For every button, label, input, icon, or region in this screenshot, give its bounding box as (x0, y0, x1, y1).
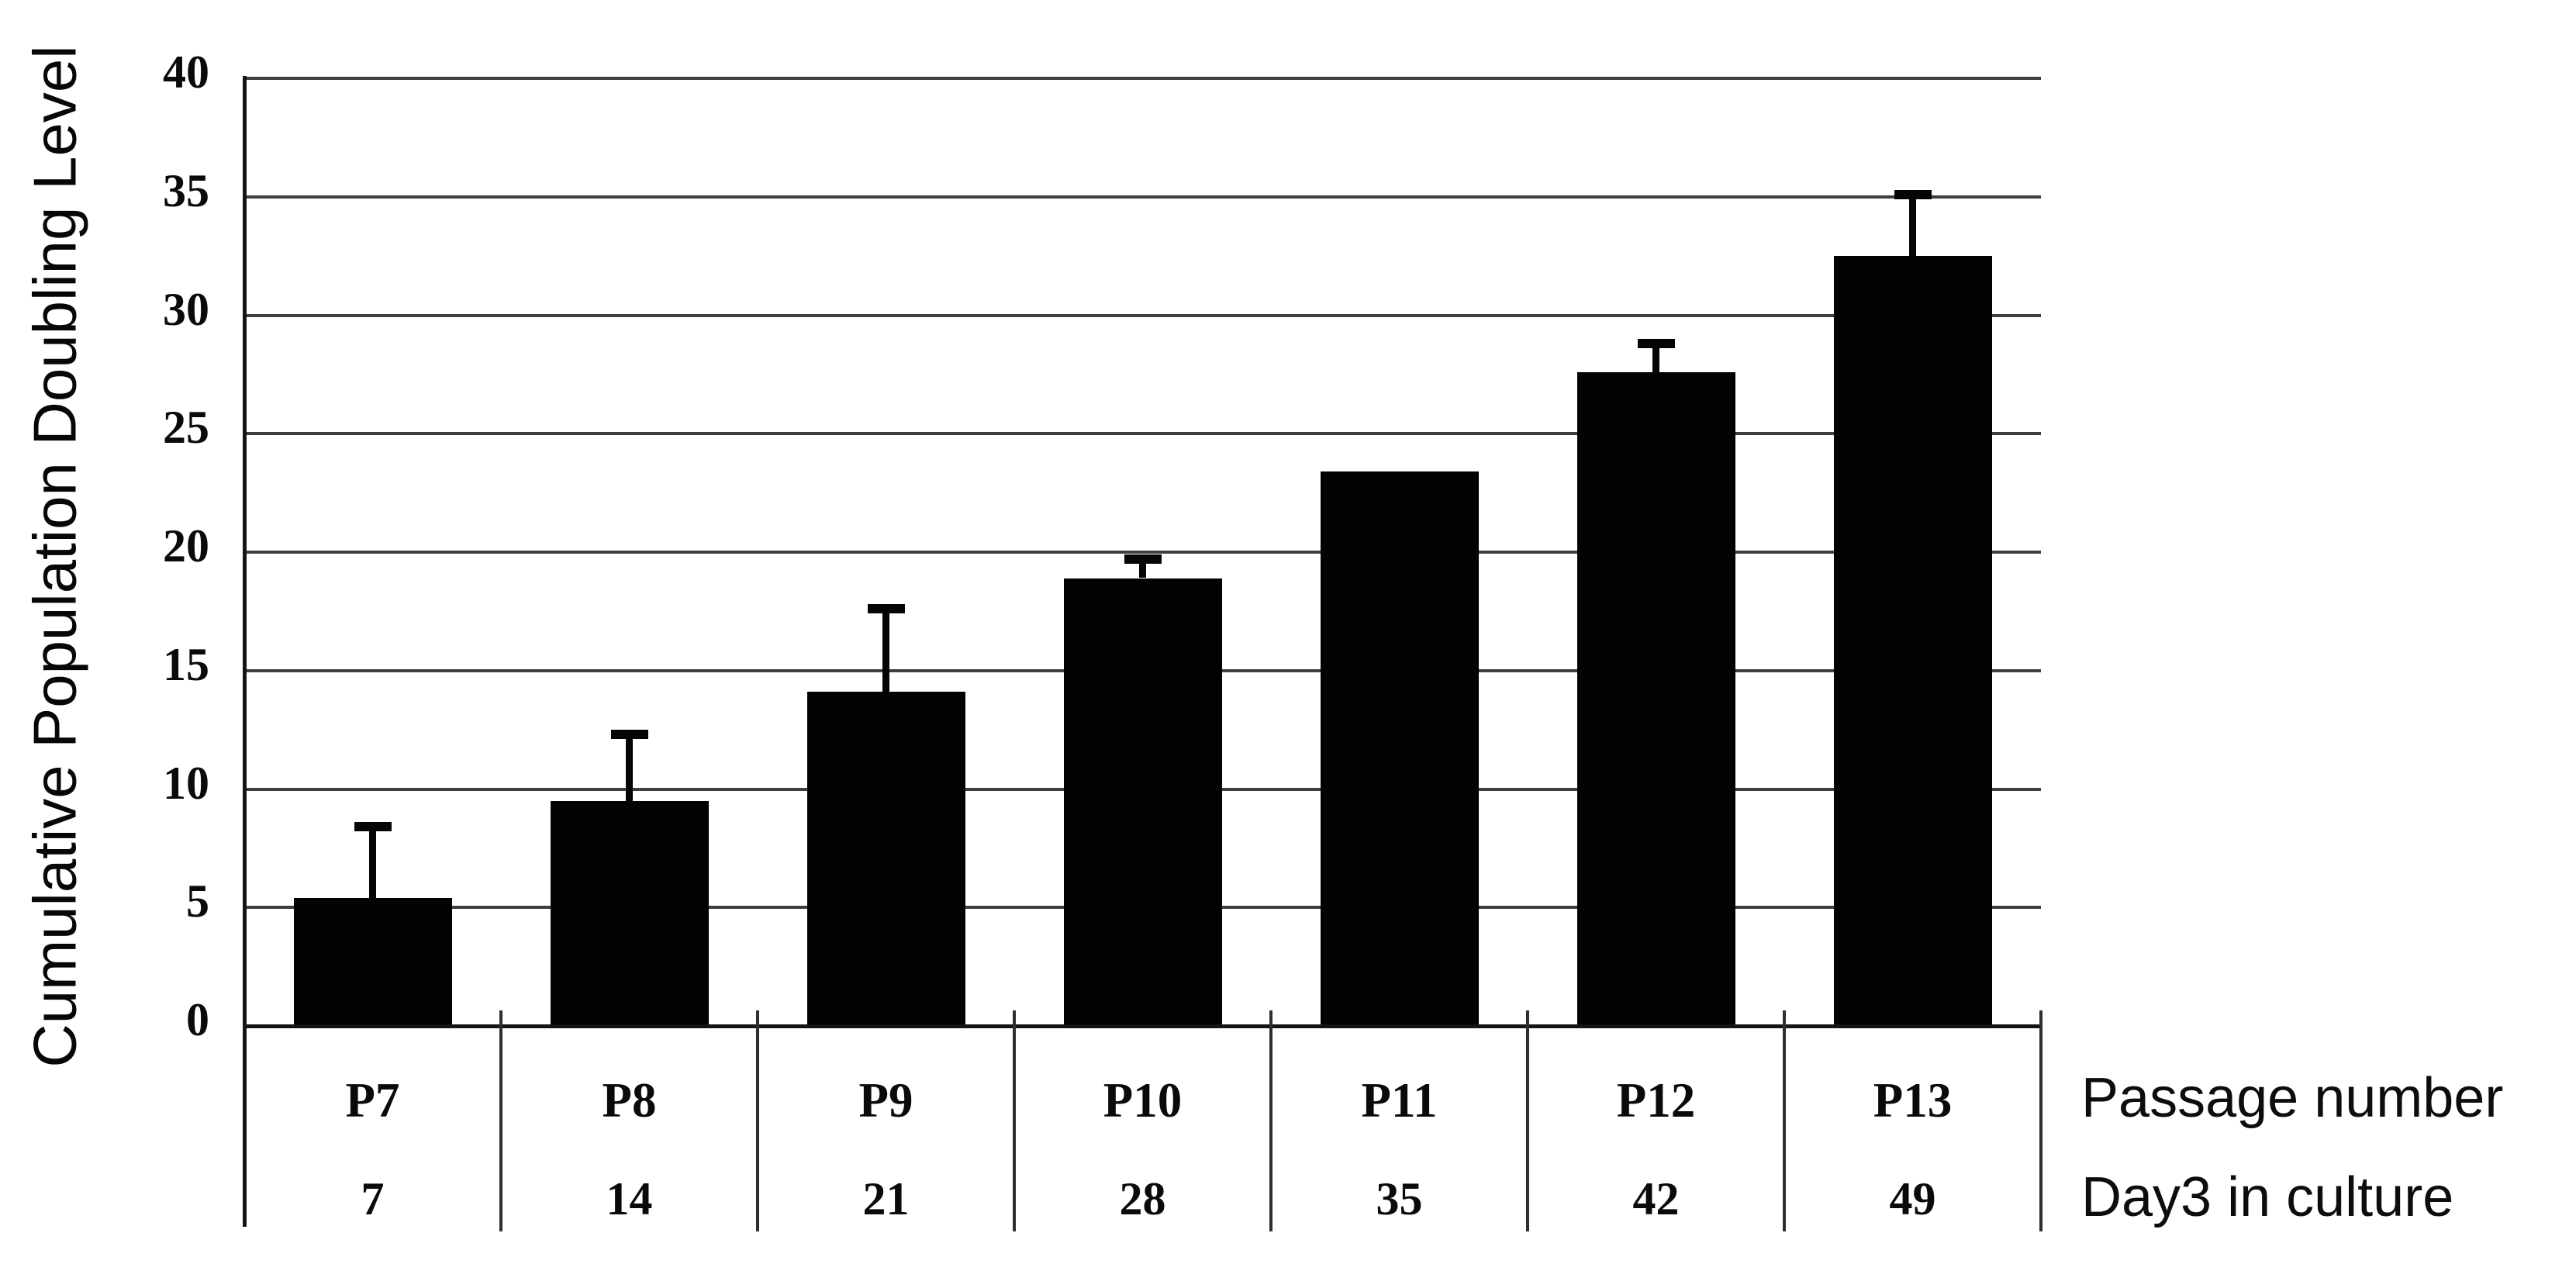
error-bar-cap (1124, 554, 1162, 564)
category-separator (1783, 1010, 1786, 1231)
bar (1834, 256, 1992, 1026)
category-separator (1526, 1010, 1529, 1231)
x-tick-label-passage: P12 (1616, 1073, 1696, 1128)
x-axis-title-line2: Day3 in culture (2081, 1166, 2454, 1228)
category-separator (1269, 1010, 1272, 1231)
y-tick-label: 25 (163, 402, 209, 453)
y-tick-label: 15 (163, 639, 209, 690)
x-tick-label-passage: P10 (1103, 1073, 1183, 1128)
x-tick-label-passage: P8 (602, 1073, 657, 1128)
error-bar-stem (882, 609, 889, 692)
bar (1064, 578, 1222, 1026)
error-bar-stem (369, 827, 376, 898)
x-tick-label-passage: P9 (858, 1073, 913, 1128)
x-tick-label-passage: P7 (345, 1073, 400, 1128)
gridline (244, 313, 2041, 317)
error-bar-stem (1652, 344, 1659, 372)
error-bar-cap (868, 604, 905, 613)
category-separator (756, 1010, 759, 1231)
x-tick-label-day: 35 (1376, 1173, 1423, 1224)
y-tick-label: 5 (186, 875, 209, 927)
error-bar-cap (1894, 190, 1932, 199)
x-axis-title-line1: Passage number (2081, 1067, 2504, 1129)
x-tick-label-passage: P11 (1361, 1073, 1438, 1128)
y-tick-label: 10 (163, 758, 209, 809)
bar (807, 692, 965, 1026)
x-axis-line (244, 1024, 2041, 1028)
y-tick-label: 35 (163, 165, 209, 216)
error-bar-stem (1909, 195, 1916, 256)
gridline (244, 77, 2041, 80)
error-bar-cap (611, 730, 648, 739)
gridline (244, 195, 2041, 199)
bar (1577, 372, 1735, 1026)
x-tick-label-day: 42 (1632, 1173, 1680, 1224)
error-bar-stem (626, 734, 633, 801)
gridline (244, 551, 2041, 554)
y-tick-label: 40 (163, 47, 209, 98)
category-separator (2039, 1010, 2042, 1231)
bar (294, 898, 452, 1026)
error-bar-stem (1139, 559, 1146, 578)
x-axis-title: Passage number Day3 in culture (2081, 1048, 2503, 1247)
bar (551, 801, 709, 1026)
category-separator (1013, 1010, 1016, 1231)
x-tick-label-day: 49 (1889, 1173, 1936, 1224)
y-tick-label: 30 (163, 284, 209, 335)
x-tick-label-day: 14 (606, 1173, 653, 1224)
category-separator (499, 1010, 502, 1231)
y-axis-line (243, 76, 247, 1227)
gridline (244, 432, 2041, 436)
error-bar-cap (354, 822, 392, 831)
x-tick-label-day: 7 (361, 1173, 385, 1224)
y-tick-label: 20 (163, 520, 209, 572)
y-tick-label: 0 (186, 994, 209, 1045)
x-tick-label-day: 28 (1119, 1173, 1166, 1224)
x-tick-label-passage: P13 (1873, 1073, 1953, 1128)
error-bar-cap (1638, 339, 1675, 348)
x-tick-label-day: 21 (862, 1173, 910, 1224)
bar (1321, 471, 1479, 1026)
